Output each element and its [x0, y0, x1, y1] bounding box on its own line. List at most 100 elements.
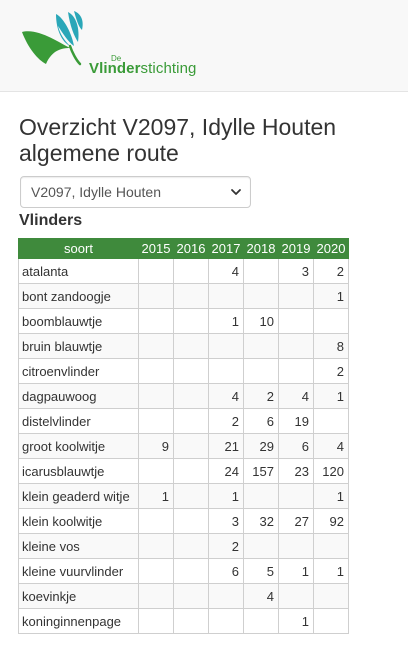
count-cell: [208, 608, 244, 634]
count-cell: [208, 283, 244, 309]
species-name-cell: klein geaderd witje: [18, 483, 139, 509]
species-name-cell: boomblauwtje: [18, 308, 139, 334]
logo-wordmark: Vlinderstichting: [89, 60, 196, 77]
column-header-2017: 2017: [208, 238, 244, 259]
count-cell: 92: [313, 508, 349, 534]
count-cell: [138, 308, 174, 334]
count-cell: [138, 408, 174, 434]
count-cell: [243, 283, 279, 309]
count-cell: [278, 308, 314, 334]
count-cell: 1: [278, 558, 314, 584]
count-cell: 8: [313, 333, 349, 359]
count-cell: [173, 258, 209, 284]
count-cell: 4: [243, 583, 279, 609]
species-name-cell: dagpauwoog: [18, 383, 139, 409]
table-row: distelvlinder 2 6 19: [18, 408, 349, 434]
count-cell: 32: [243, 508, 279, 534]
species-name-cell: bont zandoogje: [18, 283, 139, 309]
count-cell: [173, 358, 209, 384]
section-title: Vlinders: [19, 212, 83, 229]
count-cell: [173, 408, 209, 434]
species-name-cell: distelvlinder: [18, 408, 139, 434]
species-name-cell: kleine vos: [18, 533, 139, 559]
count-cell: 1: [278, 608, 314, 634]
count-cell: [138, 258, 174, 284]
species-name-cell: kleine vuurvlinder: [18, 558, 139, 584]
table-row: koninginnenpage 1: [18, 608, 349, 634]
table-row: boomblauwtje 1 10: [18, 308, 349, 334]
count-cell: [138, 383, 174, 409]
count-cell: [173, 308, 209, 334]
count-cell: [138, 583, 174, 609]
count-cell: 2: [208, 408, 244, 434]
count-cell: 19: [278, 408, 314, 434]
table-body: atalanta 4 3 2 bont zandoogje 1 boomblauwtje 1 1…: [18, 258, 349, 634]
count-cell: [278, 483, 314, 509]
count-cell: [243, 333, 279, 359]
count-cell: [243, 483, 279, 509]
count-cell: [173, 508, 209, 534]
route-select-value: V2097, Idylle Houten: [31, 184, 161, 200]
species-table: soort 2015 2016 2017 2018 2019 2020 atalanta 4 3…: [18, 238, 349, 634]
count-cell: 1: [313, 558, 349, 584]
count-cell: [278, 533, 314, 559]
count-cell: [278, 333, 314, 359]
column-header-2016: 2016: [173, 238, 209, 259]
species-name-cell: icarusblauwtje: [18, 458, 139, 484]
table-row: kleine vuurvlinder 6 5 1 1: [18, 558, 349, 584]
count-cell: 1: [313, 483, 349, 509]
table-row: bruin blauwtje 8: [18, 333, 349, 359]
table-header-row: soort 2015 2016 2017 2018 2019 2020: [18, 238, 349, 259]
count-cell: [313, 533, 349, 559]
count-cell: [313, 408, 349, 434]
count-cell: [173, 583, 209, 609]
count-cell: [208, 583, 244, 609]
count-cell: [243, 533, 279, 559]
butterfly-logo-icon: [22, 11, 83, 66]
count-cell: 1: [313, 383, 349, 409]
table-row: klein koolwitje 3 32 27 92: [18, 508, 349, 534]
count-cell: 29: [243, 433, 279, 459]
count-cell: 6: [243, 408, 279, 434]
table-row: atalanta 4 3 2: [18, 258, 349, 284]
count-cell: 1: [208, 308, 244, 334]
count-cell: [173, 608, 209, 634]
species-name-cell: atalanta: [18, 258, 139, 284]
count-cell: 27: [278, 508, 314, 534]
count-cell: 4: [278, 383, 314, 409]
count-cell: 157: [243, 458, 279, 484]
count-cell: 6: [278, 433, 314, 459]
count-cell: [173, 383, 209, 409]
count-cell: [138, 533, 174, 559]
species-name-cell: koevinkje: [18, 583, 139, 609]
table-row: groot koolwitje 9 21 29 6 4: [18, 433, 349, 459]
species-name-cell: citroenvlinder: [18, 358, 139, 384]
species-name-cell: klein koolwitje: [18, 508, 139, 534]
count-cell: [313, 308, 349, 334]
count-cell: [208, 358, 244, 384]
vlinderstichting-logo[interactable]: De Vlinderstichting: [18, 8, 198, 84]
count-cell: 4: [313, 433, 349, 459]
table-row: klein geaderd witje 1 1 1: [18, 483, 349, 509]
site-header: De Vlinderstichting: [0, 0, 408, 92]
logo-word-bold: Vlinder: [89, 60, 141, 77]
logo-word-rest: stichting: [140, 60, 197, 77]
count-cell: [138, 508, 174, 534]
count-cell: 3: [208, 508, 244, 534]
table-row: citroenvlinder 2: [18, 358, 349, 384]
count-cell: [313, 608, 349, 634]
count-cell: [138, 608, 174, 634]
count-cell: 1: [138, 483, 174, 509]
count-cell: 6: [208, 558, 244, 584]
count-cell: [173, 333, 209, 359]
count-cell: 10: [243, 308, 279, 334]
count-cell: [173, 433, 209, 459]
count-cell: 23: [278, 458, 314, 484]
count-cell: [138, 283, 174, 309]
count-cell: 1: [313, 283, 349, 309]
count-cell: [173, 483, 209, 509]
count-cell: [278, 283, 314, 309]
count-cell: 5: [243, 558, 279, 584]
count-cell: [208, 333, 244, 359]
route-select[interactable]: V2097, Idylle Houten: [20, 176, 251, 208]
